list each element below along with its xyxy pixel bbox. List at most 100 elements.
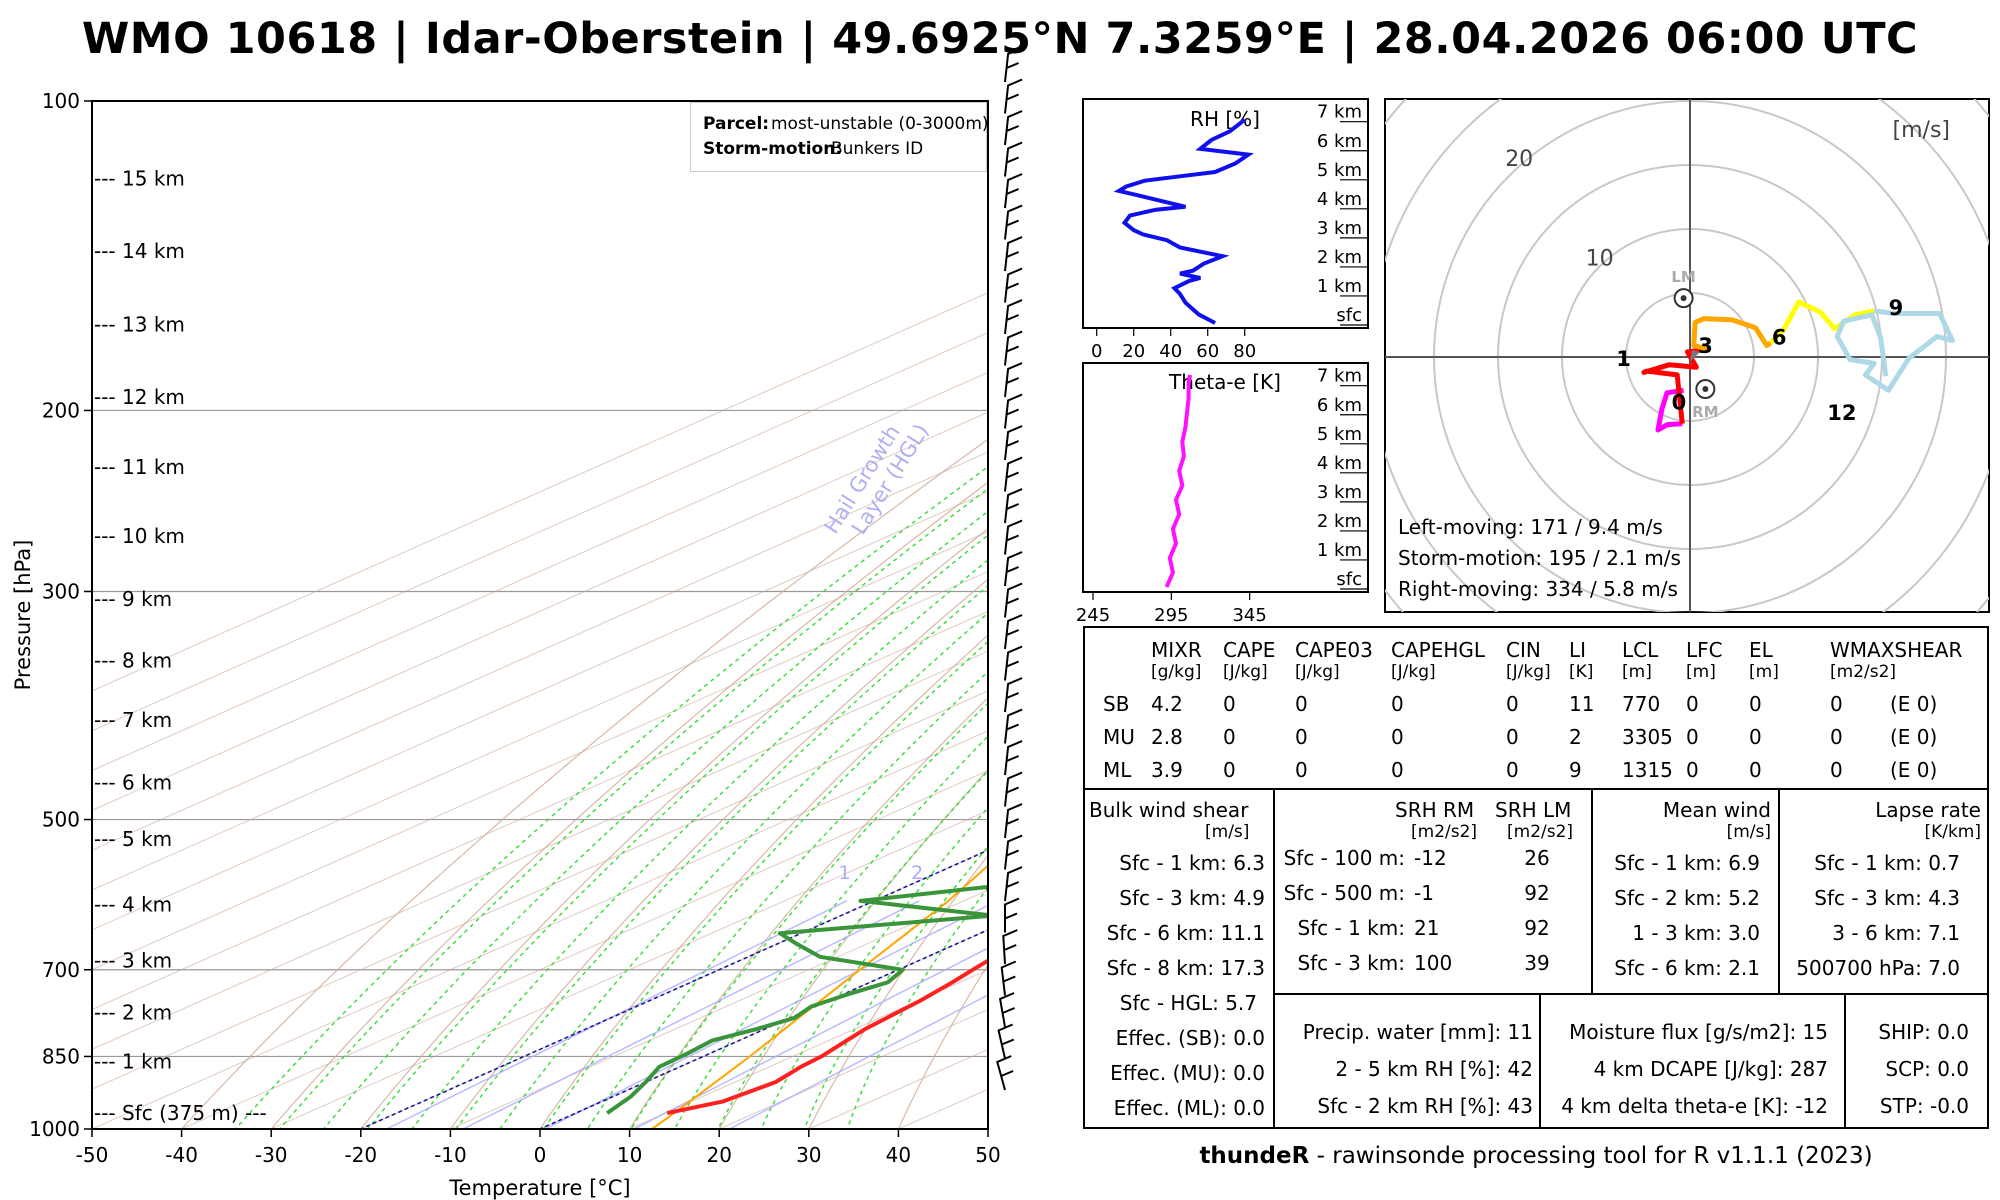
table-cell: (E 0) (1890, 758, 1938, 782)
lapse-row: Sfc - 1 km: 0.7 (1814, 851, 1960, 875)
x-tick-label: 10 (617, 1143, 642, 1167)
table-cell: 1315 (1622, 758, 1673, 782)
mixing-ratio-line (384, 900, 847, 1129)
moist-adiabat (760, 806, 988, 1129)
flux-row: 4 km delta theta-e [K]: -12 (1561, 1094, 1828, 1118)
isotherm-line (92, 531, 988, 931)
shear-row: Sfc - HGL: 5.7 (1119, 991, 1257, 1015)
meanwind-row: Sfc - 1 km: 6.9 (1614, 851, 1760, 875)
table-cell: 3305 (1622, 725, 1673, 749)
legend-parcel-value: most-unstable (0-3000m) (771, 114, 989, 134)
isotherm-line (92, 690, 988, 1090)
height-label: --- 11 km (94, 455, 185, 479)
table-column-header: CIN (1506, 638, 1541, 662)
wind-barb-shape (1002, 929, 1018, 965)
wind-barb (1004, 582, 1023, 618)
wind-barb (1004, 740, 1023, 776)
dry-adiabat (628, 696, 988, 1129)
wind-barb-shape (1004, 47, 1023, 83)
lapse-unit: [K/km] (1924, 822, 1981, 842)
table-cell: 0 (1223, 692, 1236, 716)
shear-values: Sfc - 1 km: 6.3 Sfc - 3 km: 4.9 Sfc - 6 … (1085, 846, 1265, 1126)
table-column-unit: [m] (1749, 662, 1779, 682)
wind-barb-shape (1004, 425, 1023, 461)
table-cell: 770 (1622, 692, 1661, 716)
srh-rm-value: -12 (1414, 846, 1447, 870)
height-label: --- 6 km (94, 770, 172, 794)
table-column-unit: [J/kg] (1391, 662, 1436, 682)
y-tick-label: 1000 (29, 1117, 80, 1141)
srh-rm-unit: [m2/s2] (1411, 822, 1478, 842)
wind-barb (1002, 929, 1018, 965)
wind-barb-shape (996, 1055, 1014, 1091)
table-cell: 0 (1830, 758, 1843, 782)
table-cell: 0 (1749, 725, 1762, 749)
wind-barb-shape (1004, 393, 1023, 429)
isotherm-line (92, 491, 988, 891)
moist-adiabat (278, 487, 988, 1129)
table-dividers (1083, 788, 1989, 1129)
wind-barb (1004, 645, 1023, 681)
height-label: --- 2 km (94, 1000, 172, 1024)
wind-barb (1004, 330, 1023, 366)
height-label: --- 5 km (94, 827, 172, 851)
wind-barb-shape (1004, 645, 1023, 681)
moisture-values: Precip. water [mm]: 11 2 - 5 km RH [%]: … (1270, 1014, 1533, 1125)
srh-lm-unit: [m2/s2] (1507, 822, 1574, 842)
wind-barb-shape (1004, 866, 1023, 902)
wind-barbs (996, 47, 1023, 1091)
dry-adiabat (718, 768, 988, 1129)
wind-barb-shape (1004, 330, 1023, 366)
wind-barb (1004, 141, 1023, 177)
table-column-header: CAPEHGL (1391, 638, 1486, 662)
moist-adiabat (803, 845, 988, 1129)
table-column-unit: [m2/s2] (1830, 662, 1897, 682)
table-column-unit: [m] (1622, 662, 1652, 682)
x-tick-label: 0 (534, 1143, 547, 1167)
table-cell: 2 (1569, 725, 1582, 749)
shear-row: Sfc - 3 km: 4.9 (1119, 886, 1265, 910)
x-tick-label: -30 (255, 1143, 288, 1167)
wind-barb-shape (997, 1023, 1015, 1059)
height-label: --- 14 km (94, 239, 185, 263)
wind-barb (996, 1055, 1014, 1091)
srh-row-label: Sfc - 500 m: (1283, 881, 1405, 905)
table-cell: 0 (1223, 758, 1236, 782)
wind-barb (1004, 362, 1023, 398)
height-label: --- 4 km (94, 893, 172, 917)
wind-barb (1004, 236, 1023, 272)
wind-barb-shape (1004, 677, 1023, 713)
srh-rm-title: SRH RM (1395, 798, 1475, 822)
moist-adiabat (542, 640, 988, 1129)
srh-row-label: Sfc - 3 km: (1297, 951, 1405, 975)
srh-rm-value: -1 (1414, 881, 1434, 905)
table-cell: 0 (1686, 692, 1699, 716)
wind-barb-shape (1004, 488, 1023, 524)
table-column-header: LFC (1686, 638, 1723, 662)
wind-barb (1004, 47, 1023, 83)
table-column-header: MIXR (1151, 638, 1202, 662)
dry-adiabat (360, 527, 988, 1129)
x-tick-label: -50 (76, 1143, 109, 1167)
wind-barb-shape (1004, 708, 1023, 744)
wind-barb (998, 992, 1015, 1028)
wind-barb-shape (1004, 771, 1023, 807)
lapse-title: Lapse rate (1875, 798, 1981, 822)
moisture-row: Precip. water [mm]: 11 (1302, 1020, 1533, 1044)
x-tick-label: -10 (434, 1143, 467, 1167)
wind-barb (1004, 834, 1023, 870)
isotherm-line (180, 770, 988, 1129)
index-row: SCP: 0.0 (1885, 1057, 1969, 1081)
moist-adiabat (234, 465, 988, 1129)
meanwind-values: Sfc - 1 km: 6.9 Sfc - 2 km: 5.2 1 - 3 km… (1595, 846, 1760, 986)
height-label: --- Sfc (375 m) --- (94, 1101, 267, 1125)
wind-barb-shape (1004, 78, 1023, 114)
shear-row: Sfc - 1 km: 6.3 (1119, 851, 1265, 875)
wind-barb (1004, 78, 1023, 114)
wind-barb-shape (1004, 362, 1023, 398)
parameter-table: MIXR [g/kg] CAPE [J/kg] CAPE03 [J/kg] CAPEHGL[… (1083, 626, 1989, 1129)
wind-barb (1004, 771, 1023, 807)
lapse-row: 500700 hPa: 7.0 (1796, 956, 1960, 980)
moist-adiabat (455, 584, 988, 1129)
